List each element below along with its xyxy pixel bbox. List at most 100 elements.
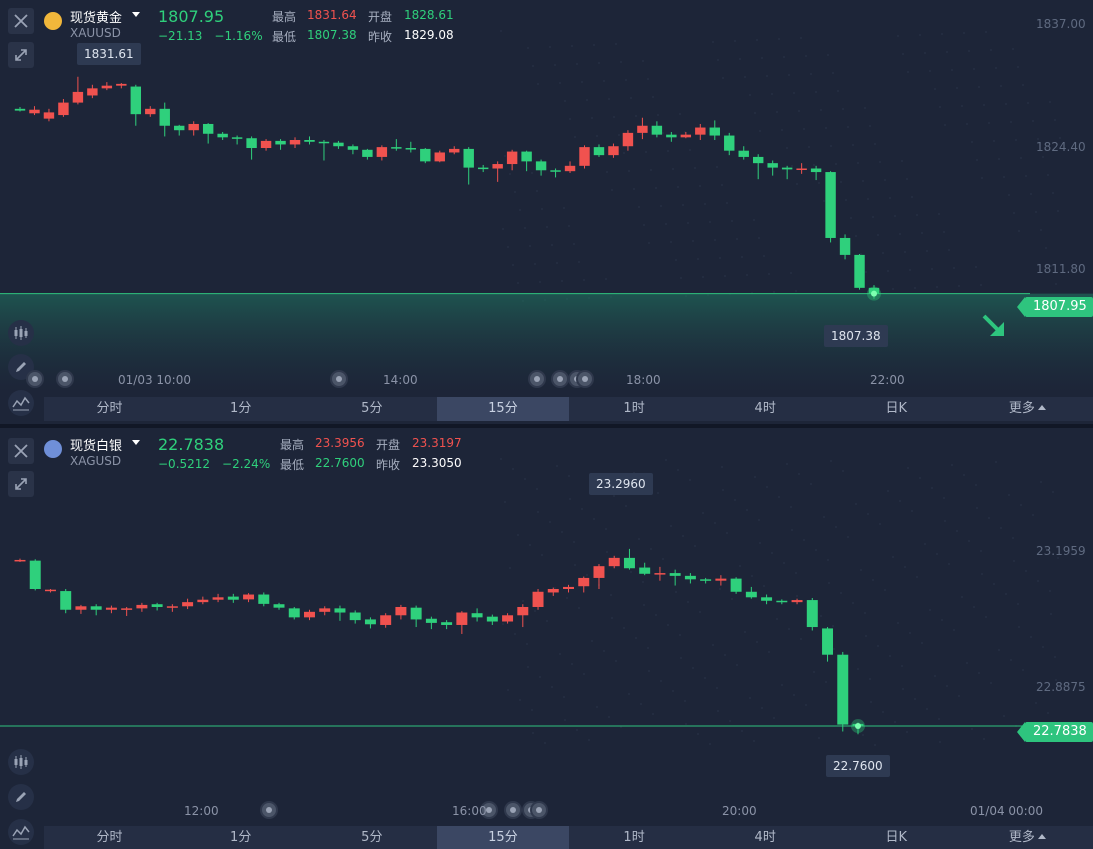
- candle-body: [304, 611, 315, 618]
- tab-1min[interactable]: 1分: [230, 830, 252, 845]
- tab-15min[interactable]: 15分: [437, 826, 569, 849]
- tab-4hour[interactable]: 4时: [754, 401, 776, 416]
- tab-1min[interactable]: 1分: [230, 401, 252, 416]
- candle-body: [730, 578, 742, 592]
- expand-button[interactable]: [8, 471, 34, 497]
- tab-5min[interactable]: 5分: [361, 401, 383, 416]
- high-label: 最高: [280, 438, 305, 452]
- event-marker[interactable]: [553, 372, 567, 386]
- candle: [767, 160, 778, 176]
- close-button[interactable]: [8, 8, 34, 34]
- instrument-name[interactable]: 现货白银: [70, 439, 123, 454]
- candle-body: [669, 573, 681, 576]
- indicator-icon: [12, 396, 30, 411]
- expand-button[interactable]: [8, 42, 34, 68]
- draw-tool-button[interactable]: [8, 784, 34, 810]
- x-axis-label: 22:00: [870, 373, 905, 387]
- candle: [608, 143, 619, 158]
- candle: [666, 131, 677, 142]
- candle: [258, 592, 270, 607]
- candle-body: [334, 608, 346, 613]
- candle-body: [14, 559, 26, 562]
- candle: [319, 606, 331, 616]
- candle-body: [608, 557, 620, 567]
- candle: [29, 106, 40, 116]
- event-marker[interactable]: [482, 803, 496, 817]
- tab-timeshare[interactable]: 分时: [96, 830, 123, 845]
- prev-close-value: 23.3050: [412, 456, 462, 470]
- chart-type-button[interactable]: [8, 749, 34, 775]
- tab-daily[interactable]: 日K: [885, 830, 908, 845]
- candle-body: [376, 147, 388, 157]
- candle: [781, 165, 793, 180]
- event-marker[interactable]: [262, 803, 276, 817]
- draw-tool-button[interactable]: [8, 354, 34, 380]
- change-value: −0.5212: [158, 457, 211, 471]
- chart-type-button[interactable]: [8, 320, 34, 346]
- chevron-down-icon[interactable]: [132, 440, 140, 445]
- tab-daily[interactable]: 日K: [885, 401, 908, 416]
- candlestick-icon: [14, 326, 28, 340]
- candle-body: [182, 602, 194, 607]
- event-marker[interactable]: [58, 372, 72, 386]
- candle: [405, 141, 417, 153]
- candle: [29, 559, 41, 591]
- tab-1hour[interactable]: 1时: [623, 830, 645, 845]
- event-marker[interactable]: [530, 372, 544, 386]
- candle: [151, 602, 163, 611]
- tab-more[interactable]: 更多: [962, 826, 1093, 849]
- candle-body: [136, 604, 148, 609]
- chevron-down-icon[interactable]: [132, 12, 140, 17]
- candle: [517, 604, 529, 628]
- candle-body: [188, 123, 199, 131]
- candle: [362, 148, 373, 160]
- candle-body: [700, 579, 712, 581]
- tab-15min[interactable]: 15分: [437, 397, 569, 421]
- instrument-name[interactable]: 现货黄金: [70, 11, 123, 26]
- candle-body: [395, 606, 407, 616]
- candle-body: [425, 618, 437, 623]
- candle-body: [623, 557, 635, 569]
- close-button[interactable]: [8, 438, 34, 464]
- event-marker[interactable]: [532, 803, 546, 817]
- open-value: 1828.61: [404, 8, 454, 22]
- candle: [564, 161, 576, 173]
- candle: [130, 84, 142, 126]
- candle: [391, 139, 402, 151]
- open-value: 23.3197: [412, 436, 462, 450]
- candle: [752, 154, 764, 180]
- high-value: 23.3956: [315, 436, 365, 450]
- indicator-button[interactable]: [8, 390, 34, 416]
- candle-body: [151, 604, 163, 607]
- candle-body: [130, 86, 142, 115]
- candle-body: [563, 586, 574, 589]
- candle: [364, 617, 376, 629]
- candle: [304, 609, 315, 621]
- candle: [700, 577, 712, 584]
- candle-body: [680, 134, 692, 138]
- candle: [202, 123, 214, 144]
- silver-candlestick-chart[interactable]: [0, 428, 1093, 849]
- candle: [174, 124, 185, 136]
- gold-candlestick-chart[interactable]: [0, 0, 1093, 424]
- event-marker[interactable]: [332, 372, 346, 386]
- candle: [471, 608, 483, 622]
- candle: [101, 82, 113, 91]
- event-marker[interactable]: [578, 372, 592, 386]
- candle-body: [822, 628, 834, 655]
- candle-body: [492, 164, 503, 169]
- expand-icon: [15, 49, 27, 61]
- candle: [806, 597, 818, 631]
- tab-timeshare[interactable]: 分时: [96, 401, 123, 416]
- tab-more[interactable]: 更多: [962, 397, 1093, 421]
- event-marker[interactable]: [506, 803, 520, 817]
- y-axis-label: 22.8875: [1036, 680, 1086, 694]
- silver-coin-icon: [44, 440, 62, 458]
- indicator-button[interactable]: [8, 819, 34, 845]
- event-marker[interactable]: [28, 372, 42, 386]
- candle-body: [288, 608, 300, 618]
- tab-5min[interactable]: 5分: [361, 830, 383, 845]
- candle-body: [72, 91, 84, 103]
- tab-4hour[interactable]: 4时: [754, 830, 776, 845]
- tab-1hour[interactable]: 1时: [623, 401, 645, 416]
